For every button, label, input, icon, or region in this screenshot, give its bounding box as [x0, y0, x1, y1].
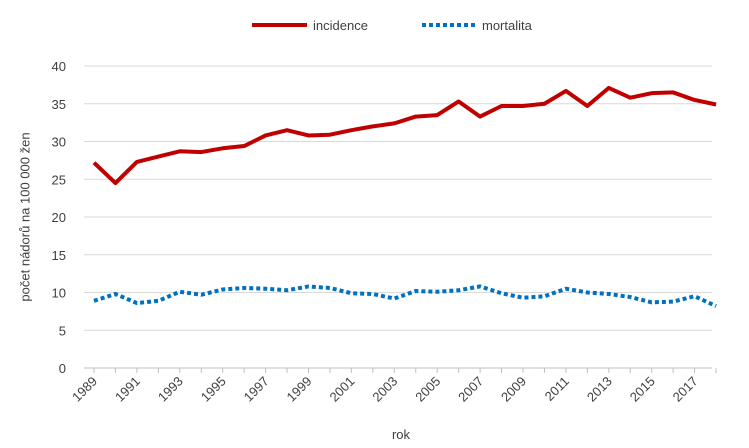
x-tick-label-1995: 1995 [198, 374, 229, 405]
gridlines [84, 65, 712, 331]
y-tick-label-25: 25 [52, 172, 66, 187]
x-tick-label-1991: 1991 [112, 374, 143, 405]
legend: incidence mortalita [252, 18, 533, 33]
y-axis-title: počet nádorů na 100 000 žen [17, 132, 32, 301]
y-tick-label-35: 35 [52, 97, 66, 112]
series-lines [92, 85, 717, 308]
x-tick-label-1993: 1993 [155, 374, 186, 405]
legend-label-mortalita: mortalita [482, 18, 533, 33]
x-tick-label-2001: 2001 [326, 374, 357, 405]
x-tick-label-1989: 1989 [69, 374, 100, 405]
y-tick-label-15: 15 [52, 248, 66, 263]
x-tick-label-2007: 2007 [455, 374, 486, 405]
x-tick-label-2011: 2011 [542, 374, 572, 404]
y-tick-label-30: 30 [52, 135, 66, 150]
x-tick-label-2005: 2005 [412, 374, 443, 405]
x-axis: 1989 1991 1993 1995 1997 1999 2001 2003 2005 2007… [69, 367, 717, 405]
y-tick-label-20: 20 [52, 210, 66, 225]
x-tick-label-1997: 1997 [241, 374, 272, 405]
legend-label-incidence: incidence [313, 18, 368, 33]
y-axis-tick-labels: 0 5 10 15 20 25 30 35 40 [52, 59, 66, 376]
y-tick-label-0: 0 [59, 361, 66, 376]
x-tick-label-2013: 2013 [584, 374, 615, 405]
y-tick-label-40: 40 [52, 59, 66, 74]
x-tick-label-2003: 2003 [369, 374, 400, 405]
y-tick-label-10: 10 [52, 286, 66, 301]
y-tick-label-5: 5 [59, 323, 66, 338]
x-tick-label-2009: 2009 [498, 374, 529, 405]
x-tick-label-1999: 1999 [284, 374, 315, 405]
series-line-incidence [92, 85, 717, 186]
series-line-mortalita [93, 284, 717, 308]
x-axis-title: rok [392, 427, 411, 442]
x-tick-label-2015: 2015 [627, 374, 658, 405]
x-tick-label-2017: 2017 [670, 374, 701, 405]
